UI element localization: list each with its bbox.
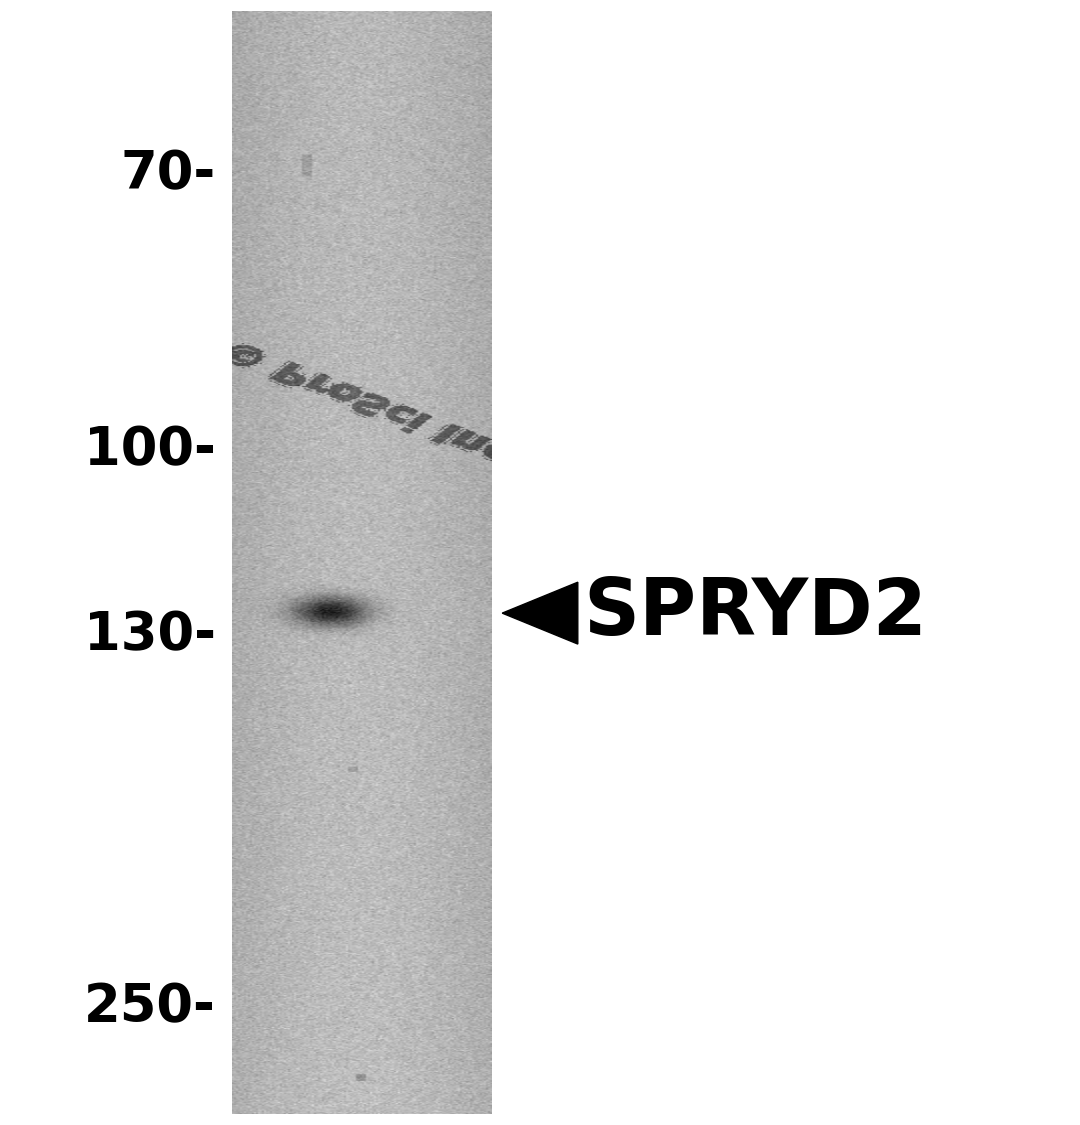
Text: 100-: 100- xyxy=(84,424,216,476)
Text: 70-: 70- xyxy=(121,148,216,200)
Text: 250-: 250- xyxy=(84,981,216,1033)
Text: 130-: 130- xyxy=(84,610,216,661)
Text: SPRYD2: SPRYD2 xyxy=(583,575,927,651)
Polygon shape xyxy=(502,583,578,643)
